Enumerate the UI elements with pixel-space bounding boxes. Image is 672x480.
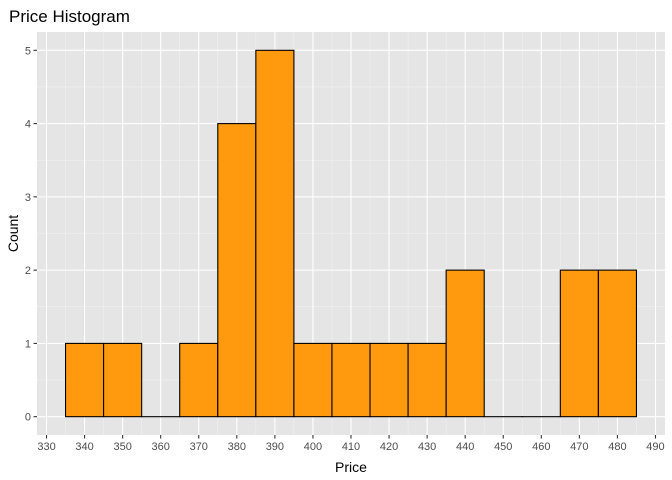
histogram-bar (331, 342, 371, 418)
histogram-bar (597, 269, 638, 418)
histogram-bar (255, 49, 295, 418)
y-tick-label: 4 (25, 119, 31, 131)
x-tick-label: 370 (190, 441, 208, 453)
histogram-bar (179, 342, 219, 418)
histogram-bar (445, 269, 485, 418)
histogram-bar (217, 123, 257, 418)
x-tick-label: 480 (608, 441, 626, 453)
bars (64, 49, 638, 418)
x-axis: 330 340 350 360 370 380 390 400 410 420 430 440 450 4… (37, 435, 665, 453)
x-tick-label: 390 (266, 441, 284, 453)
histogram-bar (559, 269, 599, 418)
histogram-bar (369, 342, 409, 418)
histogram-bar (103, 342, 143, 418)
x-tick-label: 420 (380, 441, 398, 453)
x-tick-label: 490 (646, 441, 664, 453)
x-tick-label: 340 (75, 441, 93, 453)
chart-title: Price Histogram (9, 7, 130, 26)
histogram-bar (64, 342, 105, 418)
x-tick-label: 430 (418, 441, 436, 453)
x-axis-title: Price (335, 459, 367, 475)
x-tick-label: 460 (532, 441, 550, 453)
x-tick-label: 470 (570, 441, 588, 453)
x-tick-label: 440 (456, 441, 474, 453)
y-tick-label: 0 (25, 412, 31, 424)
x-tick-label: 360 (152, 441, 170, 453)
x-tick-label: 380 (228, 441, 246, 453)
y-axis-title: Count (5, 215, 21, 252)
x-tick-label: 450 (494, 441, 512, 453)
y-tick-label: 2 (25, 265, 31, 277)
x-tick-label: 400 (304, 441, 322, 453)
y-tick-label: 1 (25, 338, 31, 350)
histogram-bar (293, 342, 333, 418)
x-tick-label: 410 (342, 441, 360, 453)
y-tick-label: 3 (25, 192, 31, 204)
histogram-bar (407, 342, 447, 418)
y-tick-label: 5 (25, 45, 31, 57)
x-tick-label: 350 (113, 441, 131, 453)
y-axis: 0 1 2 3 4 5 (25, 45, 37, 424)
x-tick-label: 330 (37, 441, 55, 453)
